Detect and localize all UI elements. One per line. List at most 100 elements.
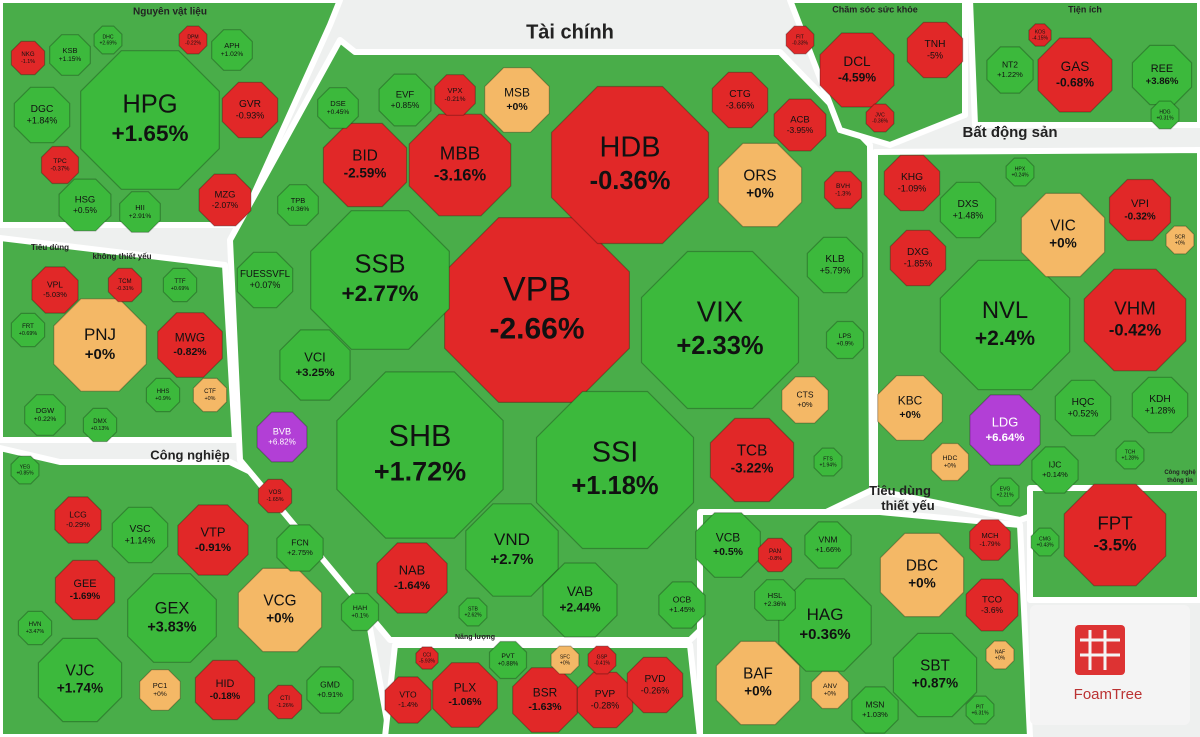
- cell-ticker: FIT: [796, 35, 804, 41]
- group-title: Bất động sản: [962, 124, 1057, 141]
- cell: [236, 251, 294, 309]
- cell-ticker: VTP: [200, 524, 225, 539]
- cell-change: +2.91%: [129, 213, 152, 220]
- cell: [221, 81, 279, 139]
- cell-ticker: VNM: [819, 535, 838, 545]
- cell: [1115, 440, 1145, 470]
- cell-ticker: VIX: [697, 297, 744, 329]
- cell-ticker: PC1: [153, 681, 168, 690]
- cell-ticker: KSB: [62, 46, 77, 55]
- cell: [542, 562, 618, 638]
- cell: [465, 503, 559, 597]
- cell-ticker: VIC: [1050, 218, 1076, 235]
- cell-change: +0%: [85, 346, 115, 363]
- cell-change: -5.03%: [43, 290, 67, 299]
- cell-change: -3.66%: [726, 100, 755, 110]
- cell-change: +1.84%: [27, 115, 58, 125]
- cell: [111, 506, 169, 564]
- cell: [276, 524, 324, 572]
- cell-change: -2.07%: [212, 200, 239, 210]
- cell: [879, 532, 965, 618]
- cell-ticker: DSE: [330, 99, 345, 108]
- cell: [535, 390, 695, 550]
- cell: [1131, 44, 1193, 106]
- group-title-line: thiết yếu: [881, 498, 935, 513]
- cell-change: +0.43%: [1036, 542, 1054, 548]
- cell-change: -0.28%: [591, 700, 620, 710]
- cell-change: -1.4%: [398, 700, 418, 709]
- cell-change: +0%: [908, 576, 935, 591]
- cell: [198, 173, 252, 227]
- cell-ticker: CTF: [204, 388, 216, 395]
- cell: [1031, 446, 1079, 494]
- cell-ticker: HAH: [353, 605, 367, 612]
- cell-change: +2.62%: [464, 612, 482, 618]
- cell-ticker: DGW: [36, 406, 55, 415]
- cell-change: +0.69%: [19, 331, 38, 337]
- cell-ticker: NKG: [21, 51, 34, 58]
- cell: [58, 178, 112, 232]
- cell-ticker: MCH: [981, 531, 998, 540]
- cell-ticker: HDB: [600, 132, 661, 164]
- cell: [257, 478, 293, 514]
- cell: [434, 74, 476, 116]
- cell: [162, 267, 198, 303]
- cell-change: -3.22%: [731, 461, 774, 476]
- cell: [40, 145, 80, 185]
- cell-change: -5%: [927, 50, 943, 60]
- cell: [31, 266, 79, 314]
- cell-ticker: VOS: [269, 489, 282, 496]
- cell-change: +0%: [797, 400, 813, 409]
- cell-ticker: IJC: [1049, 460, 1062, 470]
- cell: [24, 394, 66, 436]
- cell: [267, 684, 303, 720]
- cell-ticker: NVL: [982, 297, 1028, 324]
- cell-ticker: GAS: [1061, 59, 1090, 74]
- cell: [810, 670, 850, 710]
- cell-change: +3.25%: [296, 367, 335, 379]
- cell: [806, 236, 864, 294]
- cell-ticker: BSR: [533, 686, 558, 700]
- cell-ticker: EVG: [1000, 487, 1011, 493]
- cell-ticker: DCL: [843, 54, 871, 69]
- cell-ticker: HII: [135, 203, 145, 212]
- cell-ticker: TCB: [737, 443, 768, 460]
- cell: [80, 50, 220, 190]
- cell-ticker: PLX: [454, 681, 477, 695]
- cell: [127, 573, 217, 663]
- cell-change: +1.48%: [953, 210, 984, 220]
- cell-change: +0%: [744, 684, 771, 699]
- cell-change: -0.36%: [590, 167, 671, 195]
- cell: [1020, 192, 1106, 278]
- cell: [550, 85, 710, 245]
- cell-ticker: PVP: [595, 689, 616, 700]
- cell: [804, 521, 852, 569]
- cell-change: +2.36%: [764, 601, 787, 608]
- cell-ticker: FRT: [22, 323, 34, 330]
- cell-ticker: NT2: [1002, 60, 1018, 70]
- cell-ticker: MSB: [504, 86, 530, 100]
- cell-change: +0.24%: [1011, 172, 1029, 178]
- cell-change: +6.82%: [268, 438, 296, 447]
- cell-change: +1.14%: [125, 535, 156, 545]
- cell-ticker: PVD: [645, 674, 666, 685]
- cell-change: +2.33%: [676, 332, 763, 360]
- cell-change: +0.36%: [799, 626, 850, 643]
- cell-change: +1.28%: [1121, 455, 1139, 461]
- cell-ticker: HDG: [1159, 110, 1170, 116]
- cell-ticker: GEE: [74, 578, 97, 590]
- cell: [53, 298, 147, 392]
- cell: [54, 496, 102, 544]
- cell-change: +0%: [944, 464, 957, 470]
- cell-ticker: JVC: [875, 113, 885, 119]
- cell-change: +3.86%: [1146, 76, 1179, 87]
- cell-change: -2.59%: [344, 166, 387, 181]
- cell-change: -0.18%: [210, 691, 241, 702]
- cell-ticker: MBB: [440, 143, 481, 164]
- cell-change: +0.91%: [317, 690, 343, 699]
- cell: [317, 87, 359, 129]
- cell-ticker: VPB: [503, 270, 571, 308]
- cell-change: -1.3%: [835, 192, 851, 198]
- cell-change: -0.68%: [1056, 75, 1094, 89]
- cell-ticker: KLB: [825, 254, 844, 265]
